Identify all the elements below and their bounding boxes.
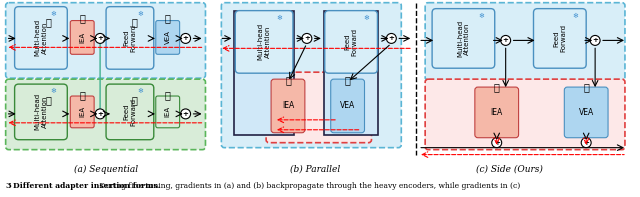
Text: +: + [583,140,589,146]
Text: During fine-tuning, gradients in (a) and (b) backpropagate through the heavy enc: During fine-tuning, gradients in (a) and… [97,182,520,190]
Text: Multi-head
Attention: Multi-head Attention [457,20,470,57]
Text: +: + [97,35,103,41]
FancyBboxPatch shape [106,7,154,69]
FancyBboxPatch shape [6,3,205,78]
Text: +: + [182,35,189,41]
FancyBboxPatch shape [106,84,154,140]
FancyBboxPatch shape [331,79,365,133]
Circle shape [302,33,312,43]
Text: Multi-head
Attention: Multi-head Attention [35,19,47,57]
Text: VEA: VEA [164,31,171,44]
Circle shape [492,138,502,148]
Text: ❄: ❄ [276,15,282,20]
Text: 🔥: 🔥 [494,82,500,92]
Bar [324,11,378,135]
Text: ❄: ❄ [478,13,484,19]
Text: 🔥: 🔥 [164,14,171,24]
Text: VEA: VEA [340,101,355,111]
Circle shape [180,109,191,119]
Text: +: + [97,111,103,117]
Text: 3: 3 [6,182,12,190]
FancyBboxPatch shape [236,11,293,73]
Text: Feed
Forward: Feed Forward [554,24,566,52]
Text: IEA: IEA [79,32,85,43]
Text: Feed
Forward: Feed Forward [124,24,136,52]
Text: +: + [592,37,598,43]
FancyBboxPatch shape [425,3,625,80]
FancyBboxPatch shape [6,79,205,150]
Text: +: + [388,35,394,41]
Text: IEA: IEA [79,106,85,117]
Text: 🔥: 🔥 [164,90,171,100]
Text: ❄: ❄ [137,11,143,17]
Circle shape [180,33,191,43]
FancyBboxPatch shape [70,96,94,128]
Text: 🔥: 🔥 [79,14,85,24]
Text: Feed
Forward: Feed Forward [124,98,136,126]
Text: ❄: ❄ [51,88,56,94]
Text: 🔥: 🔥 [79,90,85,100]
Text: Different adapter insertion forms.: Different adapter insertion forms. [13,182,160,190]
Text: ❄: ❄ [364,15,369,20]
Text: (b) Parallel: (b) Parallel [291,164,340,174]
Text: IEA: IEA [491,108,503,117]
Text: Multi-head
Attention: Multi-head Attention [35,93,47,130]
FancyBboxPatch shape [156,96,180,128]
Text: +: + [503,37,509,43]
Circle shape [581,138,591,148]
FancyBboxPatch shape [156,20,180,54]
FancyBboxPatch shape [266,72,371,143]
FancyBboxPatch shape [425,79,625,150]
Text: 🔥: 🔥 [345,75,351,85]
FancyBboxPatch shape [271,79,305,133]
Text: (c) Side (Ours): (c) Side (Ours) [476,164,543,174]
Text: IEA: IEA [282,101,294,111]
Text: ❄: ❄ [51,11,56,17]
Circle shape [387,33,396,43]
Circle shape [95,33,105,43]
Text: 🔥: 🔥 [285,75,291,85]
Bar [234,11,294,135]
Text: 🔥: 🔥 [583,82,589,92]
Text: 🔥: 🔥 [45,18,51,28]
Text: 🔥: 🔥 [132,18,138,28]
FancyBboxPatch shape [70,20,94,54]
Text: 🔥: 🔥 [45,95,51,105]
Text: Multi-head
Attention: Multi-head Attention [258,23,271,60]
FancyBboxPatch shape [15,7,67,69]
Text: 🔥: 🔥 [132,95,138,105]
FancyBboxPatch shape [324,11,378,73]
Text: IEA: IEA [164,106,171,117]
Text: ❄: ❄ [572,13,578,19]
FancyBboxPatch shape [534,9,586,68]
Circle shape [500,35,511,45]
Text: +: + [182,111,189,117]
Circle shape [95,109,105,119]
Text: +: + [494,140,500,146]
FancyBboxPatch shape [221,3,401,148]
Text: (a) Sequential: (a) Sequential [74,164,138,174]
Text: VEA: VEA [579,108,594,117]
FancyBboxPatch shape [432,9,495,68]
Circle shape [590,35,600,45]
FancyBboxPatch shape [15,84,67,140]
FancyBboxPatch shape [564,87,608,138]
Text: Feed
Forward: Feed Forward [344,28,358,56]
Text: +: + [304,35,310,41]
Text: ❄: ❄ [137,88,143,94]
FancyBboxPatch shape [475,87,518,138]
